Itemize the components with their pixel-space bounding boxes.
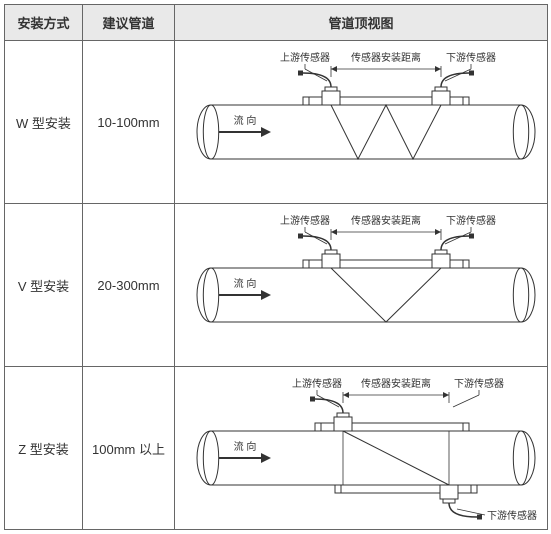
svg-text:上游传感器: 上游传感器 [280,51,330,64]
installation-table: 安装方式 建议管道 管道顶视图 W 型安装 10-100mm 上游传感器下游传感… [4,4,548,530]
pipe-cell: 10-100mm [83,41,175,204]
table-row: Z 型安装 100mm 以上 上游传感器下游传感器传感器安装距离下游传感器流 向 [5,367,548,530]
svg-text:传感器安装距离: 传感器安装距离 [361,377,431,390]
svg-text:上游传感器: 上游传感器 [292,377,342,390]
svg-text:上游传感器: 上游传感器 [280,214,330,227]
method-cell: V 型安装 [5,204,83,367]
header-method: 安装方式 [5,5,83,41]
svg-text:流 向: 流 向 [234,277,257,290]
svg-text:传感器安装距离: 传感器安装距离 [351,214,421,227]
svg-text:下游传感器: 下游传感器 [446,51,496,64]
diagram-cell-z: 上游传感器下游传感器传感器安装距离下游传感器流 向 [175,367,548,530]
svg-text:流 向: 流 向 [234,440,257,453]
table-row: W 型安装 10-100mm 上游传感器 下游传感器 传感器安装距离流 向 [5,41,548,204]
header-diagram: 管道顶视图 [175,5,548,41]
diagram-w: 上游传感器 下游传感器 传感器安装距离流 向 [181,47,541,197]
svg-text:下游传感器: 下游传感器 [454,377,504,390]
svg-text:传感器安装距离: 传感器安装距离 [351,51,421,64]
diagram-cell-v: 上游传感器 下游传感器 传感器安装距离流 向 [175,204,548,367]
pipe-cell: 20-300mm [83,204,175,367]
svg-text:流 向: 流 向 [234,114,257,127]
svg-text:下游传感器: 下游传感器 [487,509,537,522]
method-cell: Z 型安装 [5,367,83,530]
header-pipe: 建议管道 [83,5,175,41]
diagram-cell-w: 上游传感器 下游传感器 传感器安装距离流 向 [175,41,548,204]
method-cell: W 型安装 [5,41,83,204]
diagram-z: 上游传感器下游传感器传感器安装距离下游传感器流 向 [181,373,541,523]
diagram-v: 上游传感器 下游传感器 传感器安装距离流 向 [181,210,541,360]
svg-text:下游传感器: 下游传感器 [446,214,496,227]
pipe-cell: 100mm 以上 [83,367,175,530]
table-row: V 型安装 20-300mm 上游传感器 下游传感器 传感器安装距离流 向 [5,204,548,367]
